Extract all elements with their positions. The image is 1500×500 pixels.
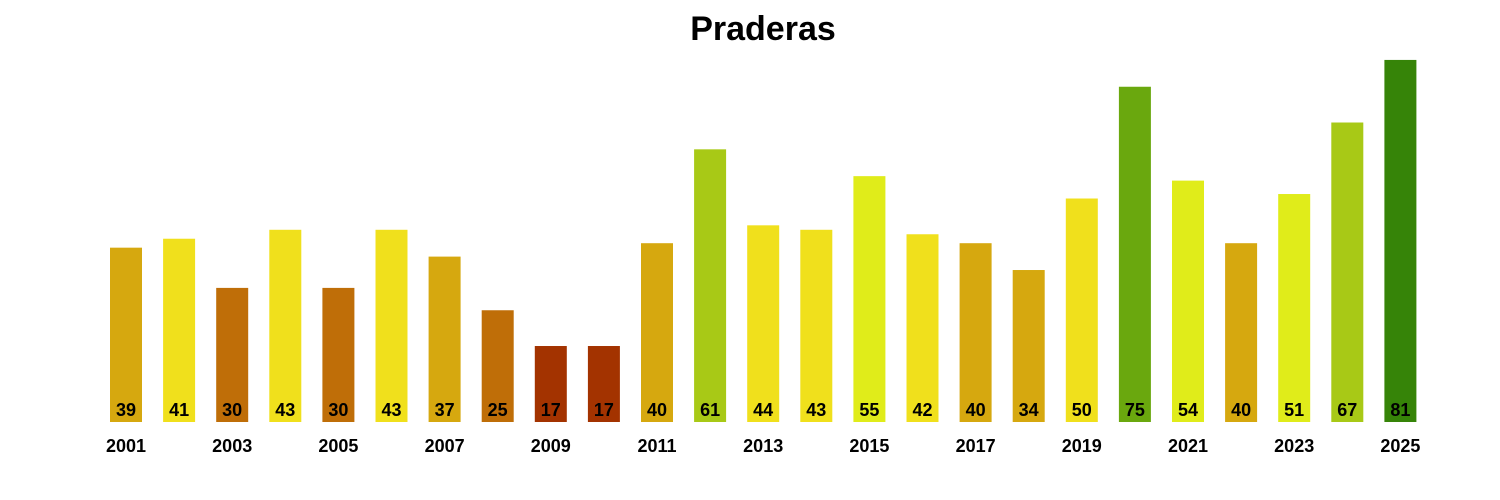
bar-2001 (110, 247, 142, 422)
bar-2010 (587, 346, 620, 422)
chart-title: Praderas (690, 10, 836, 48)
value-label-2005: 30 (328, 400, 348, 420)
value-label-2001: 39 (116, 400, 136, 420)
bar-2003 (216, 287, 249, 422)
bar-2013 (747, 225, 780, 422)
x-tick-2017: 2017 (956, 436, 996, 456)
value-label-2012: 61 (700, 400, 720, 420)
bars-group (110, 59, 1417, 423)
bar-2024 (1331, 122, 1364, 422)
x-tick-2005: 2005 (318, 436, 358, 456)
x-tick-2007: 2007 (425, 436, 465, 456)
value-label-2009: 17 (541, 400, 561, 420)
bar-2022 (1225, 243, 1258, 422)
value-labels-group: 39 41 30 43 30 43 37 25 17 17 40 61 44 43 55 42 40 34 50 75… (116, 400, 1410, 420)
bar-2012 (694, 149, 727, 422)
x-tick-2019: 2019 (1062, 436, 1102, 456)
x-tick-2003: 2003 (212, 436, 252, 456)
value-label-2010: 17 (594, 400, 614, 420)
bar-2021 (1172, 180, 1204, 422)
bar-2007 (428, 256, 461, 422)
value-label-2004: 43 (275, 400, 295, 420)
value-label-2016: 42 (912, 400, 932, 420)
bar-2020 (1118, 86, 1151, 422)
value-label-2024: 67 (1337, 400, 1357, 420)
value-label-2025: 81 (1390, 400, 1410, 420)
value-label-2021: 54 (1178, 400, 1198, 420)
bar-2018 (1012, 270, 1045, 422)
value-label-2007: 37 (435, 400, 455, 420)
value-label-2013: 44 (753, 400, 773, 420)
x-tick-2009: 2009 (531, 436, 571, 456)
bar-2011 (641, 243, 673, 422)
bar-2023 (1278, 194, 1311, 422)
value-label-2002: 41 (169, 400, 189, 420)
value-label-2019: 50 (1072, 400, 1092, 420)
value-label-2023: 51 (1284, 400, 1304, 420)
bar-2005 (322, 287, 355, 422)
value-label-2018: 34 (1019, 400, 1039, 420)
x-tick-2013: 2013 (743, 436, 783, 456)
bar-2025 (1384, 59, 1417, 423)
bar-2017 (959, 243, 992, 422)
x-tick-2021: 2021 (1168, 436, 1208, 456)
value-label-2008: 25 (488, 400, 508, 420)
x-axis-tick-labels: 2001 2003 2005 2007 2009 2011 2013 2015 2017 2019… (106, 436, 1420, 456)
value-label-2003: 30 (222, 400, 242, 420)
value-label-2022: 40 (1231, 400, 1251, 420)
value-label-2020: 75 (1125, 400, 1145, 420)
bar-2016 (906, 234, 939, 422)
value-label-2006: 43 (381, 400, 401, 420)
bar-2015 (853, 176, 886, 422)
value-label-2011: 40 (647, 400, 667, 420)
x-tick-2025: 2025 (1380, 436, 1420, 456)
value-label-2017: 40 (966, 400, 986, 420)
bar-2009 (534, 346, 567, 422)
value-label-2015: 55 (859, 400, 879, 420)
bar-2019 (1065, 198, 1098, 422)
bar-2008 (481, 310, 514, 422)
x-tick-2011: 2011 (637, 436, 676, 456)
bar-2006 (375, 229, 408, 422)
bar-2014 (800, 229, 833, 422)
x-tick-2001: 2001 (106, 436, 146, 456)
x-tick-2023: 2023 (1274, 436, 1314, 456)
bar-2004 (269, 229, 302, 422)
x-tick-2015: 2015 (849, 436, 889, 456)
bar-2002 (163, 238, 196, 422)
value-label-2014: 43 (806, 400, 826, 420)
